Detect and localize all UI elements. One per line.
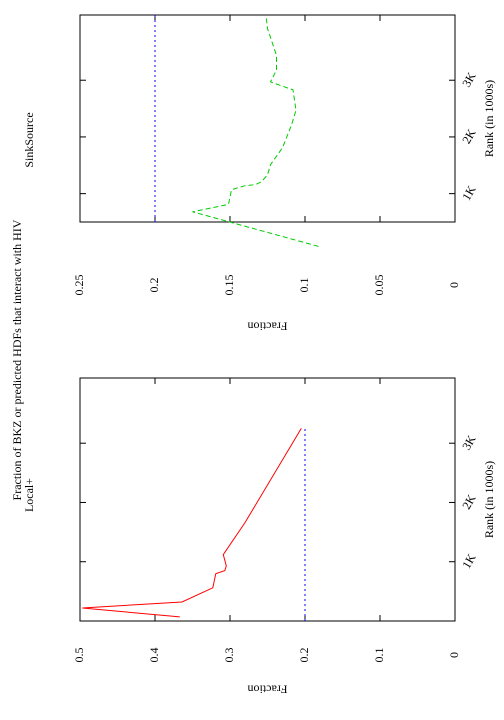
y-tick-label: 0.05 (372, 275, 386, 296)
data-line (82, 428, 302, 618)
y-tick-label: 0.25 (72, 275, 86, 296)
y-tick-label: 0.5 (72, 648, 86, 663)
y-tick-label: 0 (447, 652, 461, 658)
x-tick-label: 1K (459, 183, 479, 203)
x-tick-label: 3K (459, 432, 479, 452)
panel-title: Local+ (22, 478, 36, 512)
x-tick-label: 3K (459, 69, 479, 89)
y-tick-label: 0.1 (297, 278, 311, 293)
y-tick-label: 0 (447, 282, 461, 288)
y-axis-label: Fraction (248, 319, 288, 333)
figure-title: Fraction of BKZ or predicted HDFs that i… (10, 219, 24, 500)
y-tick-label: 0.1 (372, 648, 386, 663)
y-tick-label: 0.2 (297, 648, 311, 663)
plot-frame (79, 14, 456, 223)
x-axis-label: Rank (in 1000s) (482, 461, 496, 538)
x-tick-label: 1K (459, 551, 479, 571)
y-tick-label: 0.2 (147, 278, 161, 293)
x-axis-label: Rank (in 1000s) (482, 80, 496, 157)
plot-frame (79, 377, 456, 622)
y-tick-label: 0.4 (147, 648, 161, 663)
x-tick-label: 2K (459, 492, 479, 512)
x-tick-label: 2K (459, 126, 479, 146)
y-tick-label: 0.3 (222, 648, 236, 663)
panel-title: SinkSource (22, 112, 36, 167)
y-tick-label: 0.15 (222, 275, 236, 296)
y-axis-label: Fraction (248, 682, 288, 696)
data-line (192, 15, 319, 247)
